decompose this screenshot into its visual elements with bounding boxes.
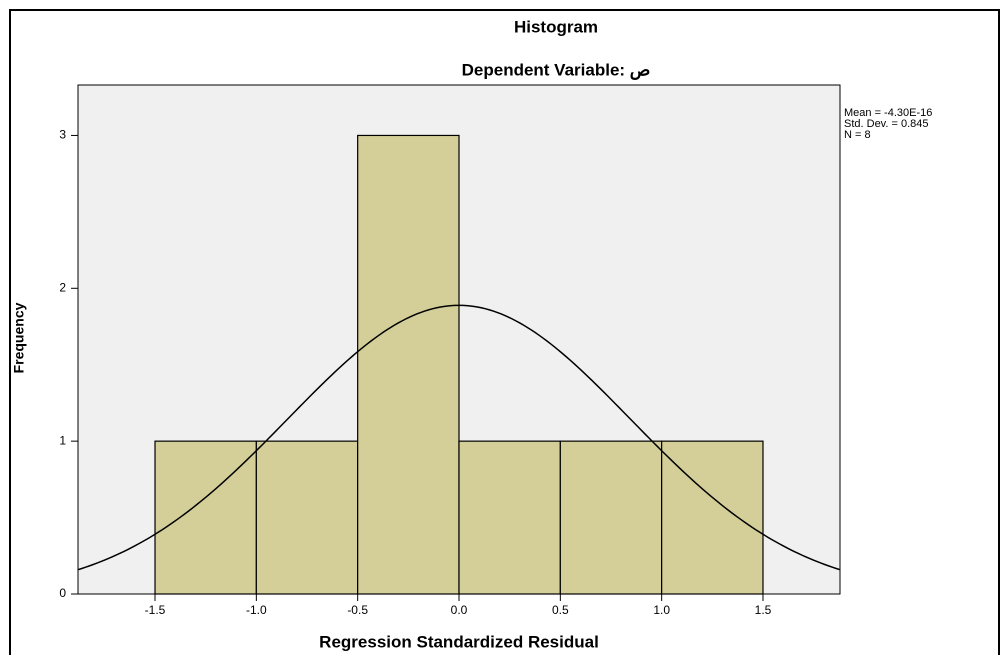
- x-tick-label: -0.5: [347, 603, 368, 617]
- x-tick-label: 0.0: [451, 603, 468, 617]
- normal-curve: [77, 304, 841, 571]
- x-tick-label: -1.5: [145, 603, 166, 617]
- bar: [458, 440, 561, 595]
- bar: [255, 440, 359, 595]
- bar: [357, 134, 460, 595]
- stat-label: Mean = -4.30E-16: [844, 107, 932, 119]
- stat-label: N = 8: [844, 129, 871, 141]
- y-axis-label: Frequency: [11, 302, 27, 373]
- x-tick-label: 0.5: [552, 603, 569, 617]
- y-tick-label: 2: [59, 280, 66, 294]
- x-tick-label: -1.0: [246, 603, 267, 617]
- bar: [559, 440, 663, 595]
- y-tick-label: 3: [59, 128, 66, 142]
- x-axis-label: Regression Standardized Residual: [319, 632, 599, 651]
- chart-title: Histogram: [514, 17, 598, 36]
- x-tick-label: 1.5: [755, 603, 772, 617]
- bar: [661, 440, 764, 595]
- chart-subtitle: Dependent Variable: ص: [462, 60, 651, 80]
- y-tick-label: 1: [59, 433, 66, 447]
- bar: [154, 440, 257, 595]
- x-tick-label: 1.0: [653, 603, 670, 617]
- y-tick-label: 0: [59, 586, 66, 600]
- stat-label: Std. Dev. = 0.845: [844, 118, 929, 130]
